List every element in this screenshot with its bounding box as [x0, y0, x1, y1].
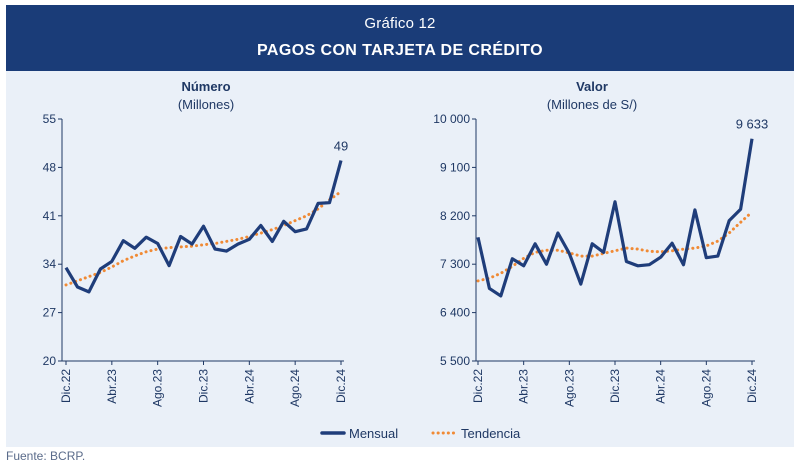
figure-number: Gráfico 12 [364, 15, 436, 32]
numero-chart: Número (Millones) 20 27 34 41 48 55 Dic.22 Abr.… [43, 79, 349, 407]
chart-panel: Número (Millones) 20 27 34 41 48 55 Dic.22 Abr.… [6, 71, 794, 447]
numero-x-tick-label: Dic.22 [59, 369, 73, 403]
valor-y-tick-label: 10 000 [433, 112, 470, 126]
numero-y-tick-label: 55 [43, 112, 57, 126]
chart-header: Gráfico 12 PAGOS CON TARJETA DE CRÉDITO [6, 5, 794, 71]
valor-y-tick-label: 8 200 [440, 209, 470, 223]
numero-y-tick-label: 41 [43, 209, 57, 223]
valor-last-value-label: 9 633 [736, 117, 769, 132]
valor-chart-title: Valor [576, 79, 608, 94]
valor-series-tendencia [476, 210, 754, 283]
numero-chart-title: Número [181, 79, 230, 94]
valor-chart-subtitle: (Millones de S/) [547, 97, 637, 112]
figure-title: PAGOS CON TARJETA DE CRÉDITO [257, 42, 543, 59]
charts-canvas: Número (Millones) 20 27 34 41 48 55 Dic.22 Abr.… [43, 79, 769, 441]
valor-y-tick-label: 5 500 [440, 354, 470, 368]
numero-series-tendencia [64, 190, 343, 287]
numero-y-tick-label: 27 [43, 306, 57, 320]
legend-tendencia-label: Tendencia [461, 426, 521, 441]
valor-x-tick-label: Ago.24 [699, 369, 713, 407]
numero-x-tick-label: Ago.24 [288, 369, 302, 407]
legend-mensual-label: Mensual [349, 426, 398, 441]
source-note: Fuente: BCRP. [6, 449, 86, 463]
numero-y-tick-label: 34 [43, 257, 57, 271]
valor-y-tick-label: 9 100 [440, 160, 470, 174]
numero-y-tick-label: 20 [43, 354, 57, 368]
numero-x-tick-label: Dic.24 [334, 369, 348, 403]
valor-x-tick-label: Dic.24 [745, 369, 759, 403]
valor-y-tick-label: 6 400 [440, 306, 470, 320]
numero-last-value-label: 49 [334, 138, 348, 153]
valor-y-tick-label: 7 300 [440, 257, 470, 271]
valor-x-tick-label: Abr.23 [517, 369, 531, 404]
legend: Mensual Tendencia [320, 426, 521, 441]
valor-x-tick-label: Dic.22 [471, 369, 485, 403]
numero-x-tick-label: Abr.23 [105, 369, 119, 404]
numero-chart-subtitle: (Millones) [178, 97, 234, 112]
numero-x-tick-label: Abr.24 [242, 369, 256, 404]
valor-series-mensual [476, 138, 754, 298]
valor-x-tick-label: Abr.24 [654, 369, 668, 404]
numero-x-tick-label: Ago.23 [151, 369, 165, 407]
numero-series-mensual [64, 160, 343, 294]
valor-x-tick-label: Ago.23 [562, 369, 576, 407]
valor-x-tick-label: Dic.23 [608, 369, 622, 403]
numero-y-tick-label: 48 [43, 160, 57, 174]
numero-x-tick-label: Dic.23 [197, 369, 211, 403]
valor-chart: Valor (Millones de S/) 5 500 6 400 7 300 8 … [433, 79, 768, 407]
